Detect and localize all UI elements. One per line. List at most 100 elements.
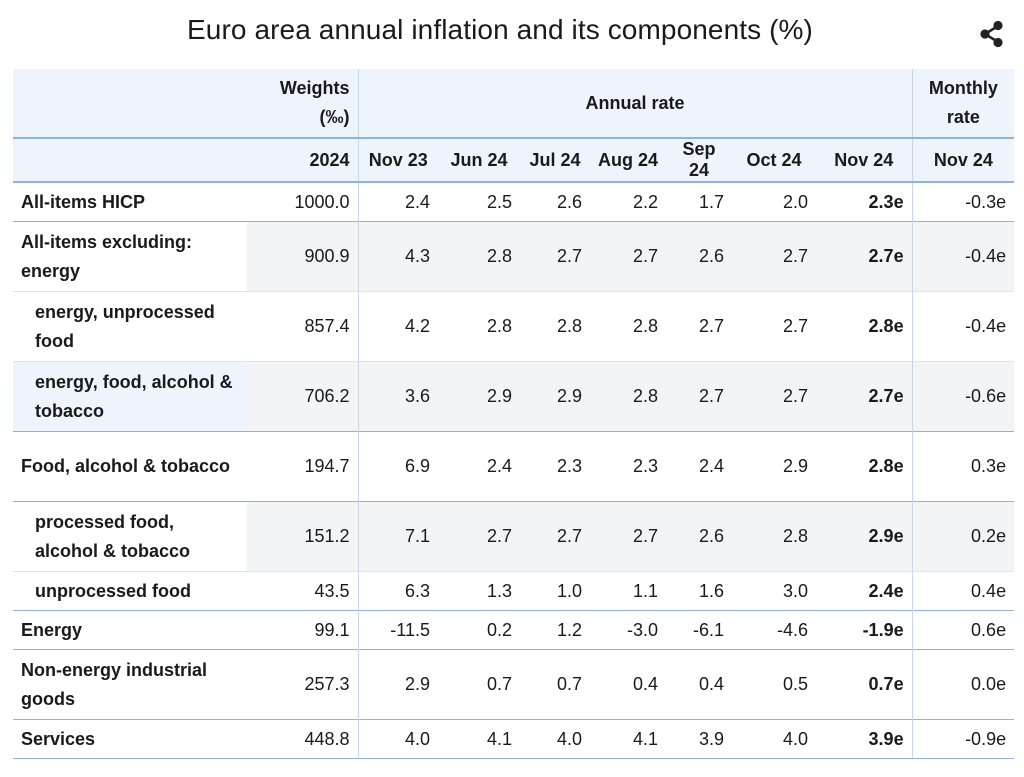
annual-rate-cell: 2.6: [666, 501, 732, 572]
row-label: processed food, alcohol & tobacco: [13, 501, 247, 572]
monthly-rate-cell: -0.3e: [911, 181, 1015, 222]
annual-rate-cell: 0.4: [590, 649, 666, 720]
row-label: energy, food, alcohol & tobacco: [13, 361, 247, 432]
weight-cell: 194.7: [247, 431, 358, 502]
annual-rate-cell: 0.7: [520, 649, 590, 720]
table-row: All-items HICP 1000.0 2.4 2.5 2.6 2.2 1.7 2.0 2.…: [13, 181, 1015, 222]
annual-rate-cell: 2.4: [438, 431, 520, 502]
annual-rate-header: Annual rate: [357, 69, 913, 138]
row-label: Energy: [13, 610, 247, 650]
weight-cell: 900.9: [247, 221, 358, 292]
monthly-rate-cell: -0.4e: [911, 291, 1015, 362]
annual-rate-cell: 2.7e: [816, 361, 913, 432]
col-header-oct24: Oct 24: [732, 137, 816, 182]
table-row: Services 448.8 4.0 4.1 4.0 4.1 3.9 4.0 3.9e -0.9e: [13, 719, 1015, 759]
annual-rate-cell: 1.3: [438, 571, 520, 611]
weight-cell: 448.8: [247, 719, 358, 759]
weight-cell: 1000.0: [247, 181, 358, 222]
annual-rate-cell: 4.1: [590, 719, 666, 759]
table-row: unprocessed food 43.5 6.3 1.3 1.0 1.1 1.6 3.0 2.…: [13, 571, 1015, 611]
annual-rate-cell: 4.0: [357, 719, 438, 759]
annual-rate-cell: 2.8: [520, 291, 590, 362]
annual-rate-cell: 2.7: [520, 501, 590, 572]
col-header-sep24: Sep 24: [666, 137, 732, 182]
annual-rate-cell: 2.7: [732, 221, 816, 292]
annual-rate-cell: 3.9e: [816, 719, 913, 759]
monthly-rate-cell: -0.9e: [911, 719, 1015, 759]
weight-cell: 857.4: [247, 291, 358, 362]
annual-rate-cell: 1.6: [666, 571, 732, 611]
annual-rate-cell: 2.2: [590, 181, 666, 222]
annual-rate-cell: 2.7: [590, 221, 666, 292]
annual-rate-cell: 2.7: [666, 361, 732, 432]
annual-rate-cell: 1.2: [520, 610, 590, 650]
annual-rate-cell: 2.4: [666, 431, 732, 502]
annual-rate-cell: -1.9e: [816, 610, 913, 650]
share-icon[interactable]: [976, 18, 1008, 50]
row-label: unprocessed food: [13, 571, 247, 611]
annual-rate-cell: 1.1: [590, 571, 666, 611]
monthly-rate-header: Monthly rate: [911, 69, 1015, 138]
col-header-nov24: Nov 24: [816, 137, 913, 182]
row-label: Services: [13, 719, 247, 759]
row-label: All-items HICP: [13, 181, 247, 222]
table-row: Non-energy industrial goods 257.3 2.9 0.7 0.…: [13, 649, 1015, 720]
annual-rate-cell: 4.1: [438, 719, 520, 759]
col-header-jul24: Jul 24: [520, 137, 590, 182]
annual-rate-cell: 2.7: [438, 501, 520, 572]
page-title: Euro area annual inflation and its compo…: [187, 14, 813, 45]
annual-rate-cell: 7.1: [357, 501, 438, 572]
monthly-rate-cell: -0.6e: [911, 361, 1015, 432]
annual-rate-cell: 2.4: [357, 181, 438, 222]
table-row: Food, alcohol & tobacco 194.7 6.9 2.4 2.3 2.3…: [13, 431, 1015, 502]
annual-rate-cell: 1.0: [520, 571, 590, 611]
col-header-aug24: Aug 24: [590, 137, 666, 182]
weight-cell: 43.5: [247, 571, 358, 611]
monthly-rate-cell: 0.6e: [911, 610, 1015, 650]
row-label: All-items excluding: energy: [13, 221, 247, 292]
annual-rate-cell: 6.9: [357, 431, 438, 502]
col-header-monthly-nov24: Nov 24: [911, 137, 1015, 182]
annual-rate-cell: -11.5: [357, 610, 438, 650]
annual-rate-cell: 4.3: [357, 221, 438, 292]
annual-rate-cell: 2.7: [732, 291, 816, 362]
weight-cell: 257.3: [247, 649, 358, 720]
annual-rate-cell: 2.4e: [816, 571, 913, 611]
monthly-rate-cell: -0.4e: [911, 221, 1015, 292]
table-row: energy, food, alcohol & tobacco 706.2 3.6 2…: [13, 361, 1015, 432]
annual-rate-cell: 2.7: [590, 501, 666, 572]
annual-rate-cell: 2.7: [666, 291, 732, 362]
annual-rate-cell: 2.8e: [816, 431, 913, 502]
annual-rate-cell: 2.6: [520, 181, 590, 222]
table-row: energy, unprocessed food 857.4 4.2 2.8 2.8 2.…: [13, 291, 1015, 362]
annual-rate-cell: 0.7: [438, 649, 520, 720]
annual-rate-cell: -4.6: [732, 610, 816, 650]
annual-rate-cell: 3.6: [357, 361, 438, 432]
inflation-table: Weights (‰) Annual rate Monthly rate 202…: [13, 69, 1015, 759]
annual-rate-cell: 2.7: [520, 221, 590, 292]
annual-rate-cell: 4.2: [357, 291, 438, 362]
weight-cell: 99.1: [247, 610, 358, 650]
annual-rate-cell: 2.3: [590, 431, 666, 502]
rate-label: rate: [946, 107, 980, 127]
annual-rate-cell: 6.3: [357, 571, 438, 611]
annual-rate-cell: 4.0: [732, 719, 816, 759]
monthly-rate-cell: 0.2e: [911, 501, 1015, 572]
col-header-jun24: Jun 24: [438, 137, 520, 182]
col-header-weight-year: 2024: [247, 137, 358, 182]
monthly-label: Monthly: [928, 78, 998, 98]
annual-rate-cell: -3.0: [590, 610, 666, 650]
label-header: [13, 69, 247, 138]
annual-rate-cell: 2.9: [732, 431, 816, 502]
annual-rate-cell: 2.7e: [816, 221, 913, 292]
annual-rate-cell: 2.9: [438, 361, 520, 432]
row-label: Food, alcohol & tobacco: [13, 431, 247, 502]
annual-rate-cell: 2.6: [666, 221, 732, 292]
table-row: processed food, alcohol & tobacco 151.2 7.…: [13, 501, 1015, 572]
weight-cell: 151.2: [247, 501, 358, 572]
annual-rate-cell: 4.0: [520, 719, 590, 759]
annual-rate-cell: 3.0: [732, 571, 816, 611]
period-header-row: 2024 Nov 23 Jun 24 Jul 24 Aug 24 Sep 24 …: [13, 137, 1015, 182]
monthly-rate-cell: 0.0e: [911, 649, 1015, 720]
row-label: Non-energy industrial goods: [13, 649, 247, 720]
